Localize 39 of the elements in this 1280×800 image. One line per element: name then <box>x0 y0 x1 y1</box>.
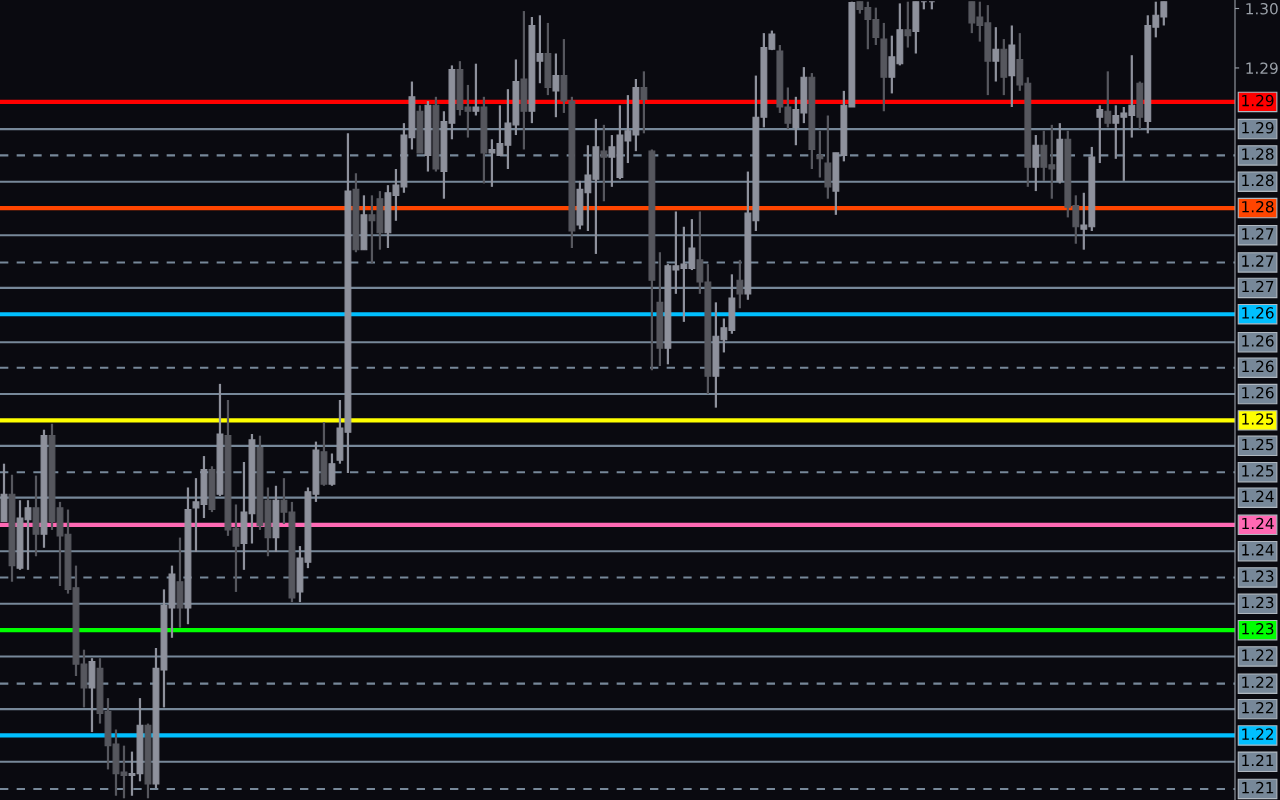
ref-line-label: 1.25 <box>1242 438 1274 451</box>
ref-line-label: 1.28 <box>1242 174 1274 187</box>
candlestick <box>328 452 336 487</box>
candlestick <box>992 26 1000 83</box>
ref-line-label: 1.28 <box>1242 200 1274 213</box>
ref-line-label: 1.22 <box>1242 649 1274 661</box>
candlestick <box>1096 104 1104 165</box>
ref-line-label: 1.27 <box>1242 228 1274 240</box>
ref-line-label: 1.21 <box>1242 781 1274 794</box>
ref-line-label: 1.24 <box>1242 517 1274 530</box>
candlestick <box>824 114 832 200</box>
ref-line-label: 1.28 <box>1242 148 1274 160</box>
ref-line-label: 1.27 <box>1242 255 1274 267</box>
candlestick <box>1104 70 1112 129</box>
candlestick <box>816 129 824 179</box>
ref-line-label: 1.26 <box>1242 335 1274 347</box>
candlestick <box>640 70 648 135</box>
ref-line-label: 1.26 <box>1242 360 1274 373</box>
ref-line-label: 1.25 <box>1242 465 1274 477</box>
candlestick <box>736 258 744 310</box>
candlestick <box>472 62 480 117</box>
ref-line-label: 1.22 <box>1242 728 1274 740</box>
ref-line-label: 1.26 <box>1242 386 1274 399</box>
ref-line-label: 1.23 <box>1242 623 1274 635</box>
ref-line-label: 1.22 <box>1242 676 1274 688</box>
ref-line-label: 1.27 <box>1242 280 1274 293</box>
candlestick <box>904 0 912 49</box>
ref-line-label: 1.24 <box>1242 490 1274 502</box>
y-tick-label: 1.30 <box>1246 2 1278 15</box>
candlestick <box>552 52 560 119</box>
ref-line-label: 1.24 <box>1242 544 1274 556</box>
ref-line-label: 1.25 <box>1242 413 1274 425</box>
ref-line-label: 1.23 <box>1242 570 1274 582</box>
ref-line-label: 1.22 <box>1242 702 1274 714</box>
ref-line-label: 1.21 <box>1242 754 1274 766</box>
ref-line-label: 1.26 <box>1242 307 1274 319</box>
ref-line-label: 1.23 <box>1242 596 1274 609</box>
candlestick <box>1032 133 1040 193</box>
candlestick <box>600 123 608 203</box>
